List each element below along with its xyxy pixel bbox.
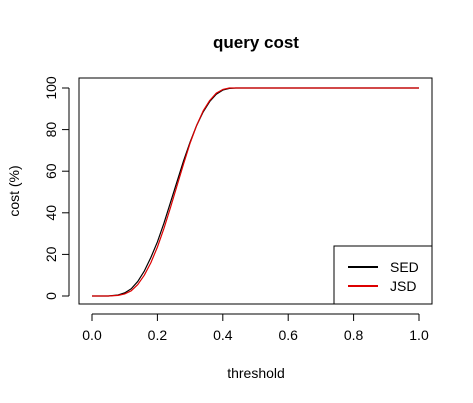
x-axis: 0.0 0.2 0.4 0.6 0.8 1.0 bbox=[82, 313, 429, 343]
series-layer bbox=[92, 87, 419, 297]
x-tick-label: 0.4 bbox=[213, 327, 233, 343]
chart-title: query cost bbox=[213, 33, 299, 52]
x-axis-label: threshold bbox=[227, 365, 285, 381]
legend-box bbox=[333, 245, 433, 305]
legend-label-jsd: JSD bbox=[390, 278, 416, 294]
x-tick-label: 1.0 bbox=[409, 327, 429, 343]
y-tick-label: 40 bbox=[43, 205, 59, 221]
x-tick-label: 0.2 bbox=[148, 327, 168, 343]
y-tick-label: 0 bbox=[43, 292, 59, 300]
legend: SED JSD bbox=[333, 245, 433, 305]
y-tick-label: 80 bbox=[43, 122, 59, 138]
legend-label-sed: SED bbox=[390, 259, 419, 275]
y-tick-label: 20 bbox=[43, 246, 59, 262]
y-tick-label: 100 bbox=[43, 76, 59, 100]
y-axis: 0 20 40 60 80 100 bbox=[43, 76, 70, 300]
x-tick-label: 0.6 bbox=[278, 327, 298, 343]
series-line-jsd bbox=[92, 87, 419, 297]
y-axis-label: cost (%) bbox=[6, 165, 22, 216]
x-tick-label: 0.8 bbox=[344, 327, 364, 343]
x-tick-label: 0.0 bbox=[82, 327, 102, 343]
plot-frame bbox=[78, 77, 433, 305]
y-tick-label: 60 bbox=[43, 163, 59, 179]
